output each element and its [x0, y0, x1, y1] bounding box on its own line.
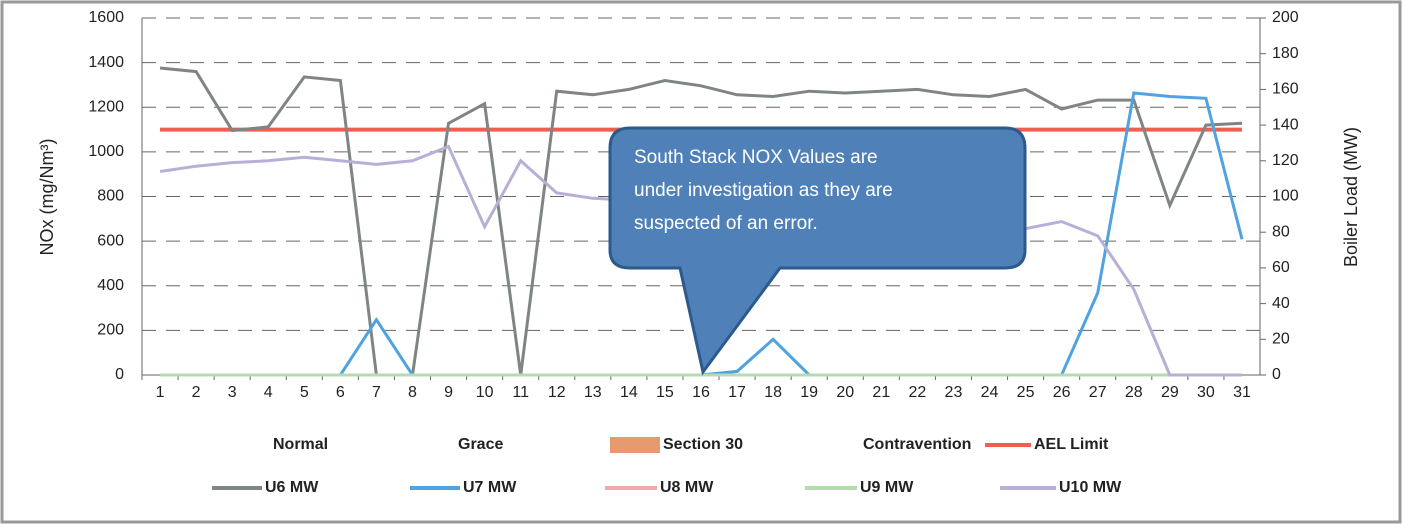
x-tick-label: 17 — [728, 384, 746, 401]
y-tick-label: 800 — [97, 188, 124, 205]
legend-label: U9 MW — [860, 479, 914, 496]
x-tick-label: 28 — [1125, 384, 1143, 401]
y-tick-label: 1200 — [88, 98, 124, 115]
y-tick-label: 200 — [97, 322, 124, 339]
x-tick-label: 15 — [656, 384, 674, 401]
x-tick-label: 11 — [512, 384, 529, 401]
callout-box — [608, 126, 1027, 376]
y2-tick-label: 160 — [1272, 81, 1299, 98]
y-tick-label: 1000 — [88, 143, 124, 160]
y2-tick-label: 60 — [1272, 259, 1290, 276]
x-tick-label: 12 — [548, 384, 566, 401]
y2-tick-label: 140 — [1272, 116, 1299, 133]
x-tick-label: 16 — [692, 384, 710, 401]
legend-label: U8 MW — [660, 479, 714, 496]
x-tick-label: 30 — [1197, 384, 1215, 401]
legend-label: U6 MW — [265, 479, 319, 496]
y2-tick-label: 20 — [1272, 331, 1290, 348]
y-tick-label: 400 — [97, 277, 124, 294]
x-tick-label: 2 — [192, 384, 201, 401]
x-tick-label: 10 — [476, 384, 494, 401]
y2-tick-label: 80 — [1272, 223, 1290, 240]
x-tick-label: 19 — [800, 384, 818, 401]
x-tick-label: 29 — [1161, 384, 1179, 401]
y-tick-label: 0 — [115, 366, 124, 383]
callout-text: suspected of an error. — [634, 213, 818, 234]
x-tick-label: 31 — [1233, 384, 1251, 401]
y2-axis-title: Boiler Load (MW) — [1341, 127, 1361, 267]
legend-label: Grace — [458, 436, 503, 453]
y2-tick-label: 100 — [1272, 188, 1299, 205]
y-tick-label: 1400 — [88, 54, 124, 71]
x-tick-label: 23 — [945, 384, 963, 401]
x-tick-label: 1 — [156, 384, 165, 401]
x-tick-label: 8 — [408, 384, 417, 401]
legend-label: Section 30 — [663, 436, 743, 453]
y2-tick-label: 120 — [1272, 152, 1299, 169]
y-axis-title: NOx (mg/Nm³) — [37, 139, 57, 256]
x-tick-label: 18 — [764, 384, 782, 401]
legend-label: Contravention — [863, 436, 971, 453]
x-tick-label: 20 — [836, 384, 854, 401]
x-tick-label: 25 — [1017, 384, 1035, 401]
x-tick-label: 13 — [584, 384, 602, 401]
y-tick-label: 1600 — [88, 9, 124, 26]
y2-tick-label: 0 — [1272, 366, 1281, 383]
x-tick-label: 22 — [908, 384, 926, 401]
legend-swatch — [610, 437, 660, 453]
x-tick-label: 5 — [300, 384, 309, 401]
x-tick-label: 3 — [228, 384, 237, 401]
x-tick-label: 26 — [1053, 384, 1071, 401]
y2-tick-label: 200 — [1272, 9, 1299, 26]
x-tick-label: 24 — [981, 384, 999, 401]
x-tick-label: 14 — [620, 384, 638, 401]
legend-label: U7 MW — [463, 479, 517, 496]
x-tick-label: 27 — [1089, 384, 1107, 401]
legend-label: U10 MW — [1059, 479, 1122, 496]
x-tick-label: 9 — [444, 384, 453, 401]
x-tick-label: 7 — [372, 384, 381, 401]
y-tick-label: 600 — [97, 232, 124, 249]
x-tick-label: 21 — [872, 384, 890, 401]
x-tick-label: 4 — [264, 384, 273, 401]
legend-label: Normal — [273, 436, 328, 453]
y2-tick-label: 180 — [1272, 45, 1299, 62]
y2-tick-label: 40 — [1272, 295, 1290, 312]
callout-text: South Stack NOX Values are — [634, 147, 878, 168]
line-series — [159, 66, 1243, 377]
callout-text: under investigation as they are — [634, 180, 893, 201]
x-tick-label: 6 — [336, 384, 345, 401]
legend-label: AEL Limit — [1034, 436, 1109, 453]
